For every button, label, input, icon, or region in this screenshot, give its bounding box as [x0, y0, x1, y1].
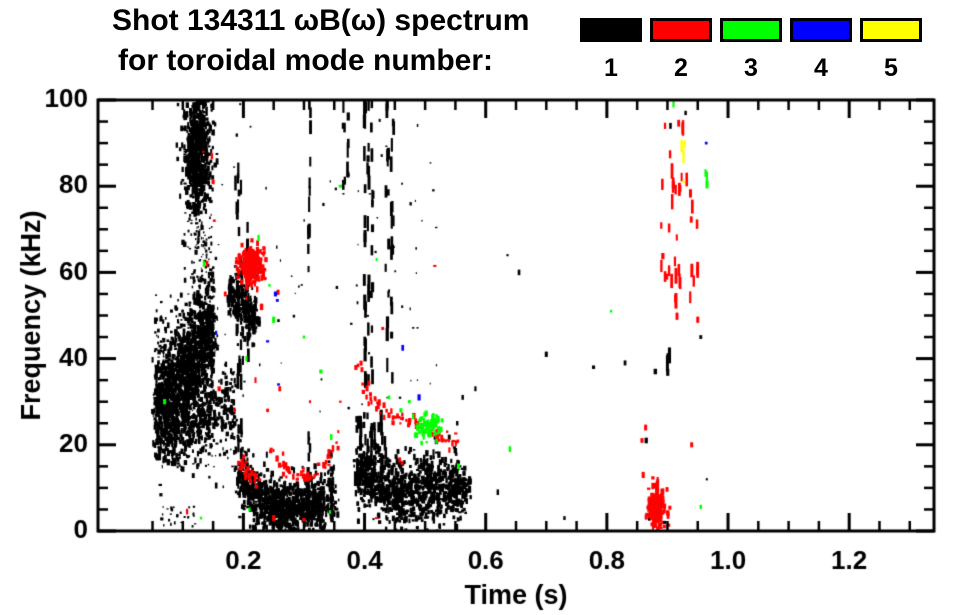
legend-swatch-4 [790, 18, 852, 42]
legend-label-1: 1 [604, 54, 618, 82]
chart-subtitle: for toroidal mode number: [118, 44, 493, 77]
legend-label-4: 4 [814, 54, 828, 82]
legend-swatch-1 [580, 18, 642, 42]
legend-swatch-3 [720, 18, 782, 42]
legend-swatch-5 [860, 18, 922, 42]
legend-label-5: 5 [884, 54, 898, 82]
mode-legend-swatches [580, 18, 922, 42]
legend-swatch-2 [650, 18, 712, 42]
chart-title: Shot 134311 ωB(ω) spectrum [112, 4, 530, 37]
mode-legend-labels: 1 2 3 4 5 [580, 54, 922, 83]
legend-label-3: 3 [744, 54, 758, 82]
legend-label-2: 2 [674, 54, 688, 82]
